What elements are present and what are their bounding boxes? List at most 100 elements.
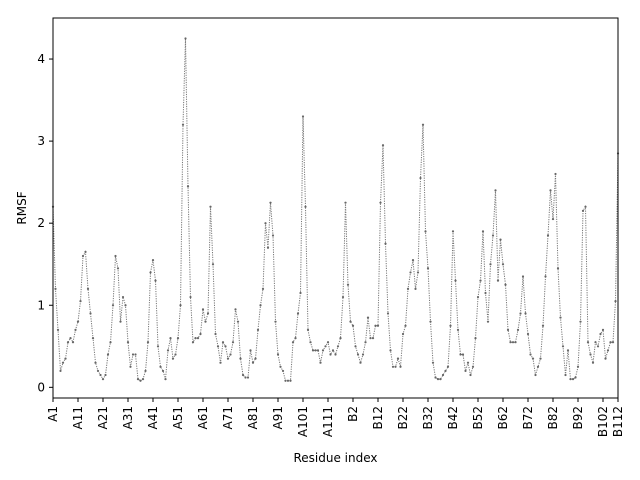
data-point	[346, 283, 350, 286]
data-point	[519, 312, 522, 315]
data-point	[281, 369, 285, 373]
data-point	[596, 345, 600, 348]
data-point	[116, 267, 120, 270]
data-point	[584, 205, 587, 208]
plot-area	[51, 37, 620, 382]
data-point	[79, 300, 82, 303]
x-tick-label: A11	[71, 406, 85, 429]
data-point	[496, 279, 500, 282]
data-point	[531, 357, 535, 360]
data-point	[264, 222, 267, 225]
data-point	[149, 271, 152, 274]
data-point	[251, 361, 255, 364]
x-tick-label: B12	[371, 406, 385, 430]
x-tick-label: B52	[471, 406, 485, 430]
data-point	[311, 349, 315, 352]
data-point	[64, 357, 67, 360]
data-point	[254, 357, 257, 360]
data-point	[526, 332, 530, 336]
data-point	[549, 189, 552, 192]
data-point	[91, 336, 95, 340]
data-point	[461, 353, 465, 356]
x-tick-label: A81	[246, 406, 260, 429]
data-point	[296, 312, 300, 315]
data-point	[356, 353, 360, 356]
data-point	[454, 279, 457, 282]
data-point	[304, 205, 307, 208]
x-tick-label: B92	[571, 406, 585, 430]
data-point	[99, 373, 102, 377]
x-tick-label: A31	[121, 406, 135, 429]
data-point	[564, 373, 567, 377]
data-point	[199, 332, 202, 336]
data-point	[109, 341, 112, 344]
data-point	[216, 345, 220, 348]
data-point	[164, 378, 167, 381]
data-point	[411, 259, 415, 262]
data-point	[539, 357, 542, 360]
data-point	[586, 341, 590, 344]
data-point	[299, 291, 302, 295]
data-point	[211, 263, 215, 266]
data-point	[306, 328, 310, 331]
data-point	[371, 336, 375, 340]
data-point	[66, 341, 70, 344]
x-tick-label: B102	[596, 406, 610, 437]
y-tick-label: 4	[37, 52, 45, 66]
data-point	[491, 234, 495, 237]
data-point	[534, 373, 537, 377]
data-point	[316, 349, 320, 352]
y-tick-label: 1	[37, 298, 45, 312]
data-point	[406, 287, 410, 290]
data-point	[56, 328, 60, 331]
data-point	[444, 369, 447, 373]
data-point	[354, 345, 357, 348]
data-point	[394, 365, 397, 368]
data-point	[429, 320, 432, 323]
data-point	[556, 267, 560, 270]
data-point	[386, 312, 390, 315]
data-point	[324, 345, 327, 348]
y-tick-label: 2	[37, 216, 45, 230]
data-point	[271, 234, 275, 237]
data-point	[279, 365, 282, 368]
data-point	[396, 357, 400, 360]
data-point	[194, 336, 197, 340]
data-point	[509, 341, 512, 344]
x-tick-label: A101	[296, 406, 310, 437]
data-point	[399, 365, 402, 368]
data-point	[61, 361, 65, 364]
data-point	[241, 373, 245, 377]
data-point	[139, 379, 142, 382]
data-point	[119, 320, 122, 323]
data-point	[186, 185, 190, 188]
data-point	[566, 349, 570, 352]
data-point	[294, 336, 297, 340]
data-point	[189, 295, 192, 299]
data-point	[449, 324, 452, 327]
data-point	[151, 259, 155, 262]
x-tick-label: A71	[221, 406, 235, 429]
data-point	[89, 312, 92, 315]
data-point	[289, 379, 292, 382]
data-point	[489, 263, 492, 266]
data-point	[111, 304, 115, 307]
data-point	[479, 279, 482, 282]
data-point	[284, 379, 287, 382]
data-point	[291, 341, 295, 344]
data-point	[476, 295, 480, 299]
data-point	[601, 328, 605, 331]
data-point	[86, 287, 90, 290]
data-point	[221, 341, 225, 344]
data-point	[259, 304, 262, 307]
data-point	[409, 271, 412, 274]
data-point	[329, 353, 332, 356]
data-point	[314, 349, 317, 352]
data-point	[239, 357, 242, 360]
data-point	[364, 341, 367, 344]
data-point	[521, 275, 525, 278]
data-point	[561, 345, 565, 348]
data-point	[114, 254, 117, 258]
data-point	[144, 369, 147, 373]
data-point	[499, 238, 502, 241]
